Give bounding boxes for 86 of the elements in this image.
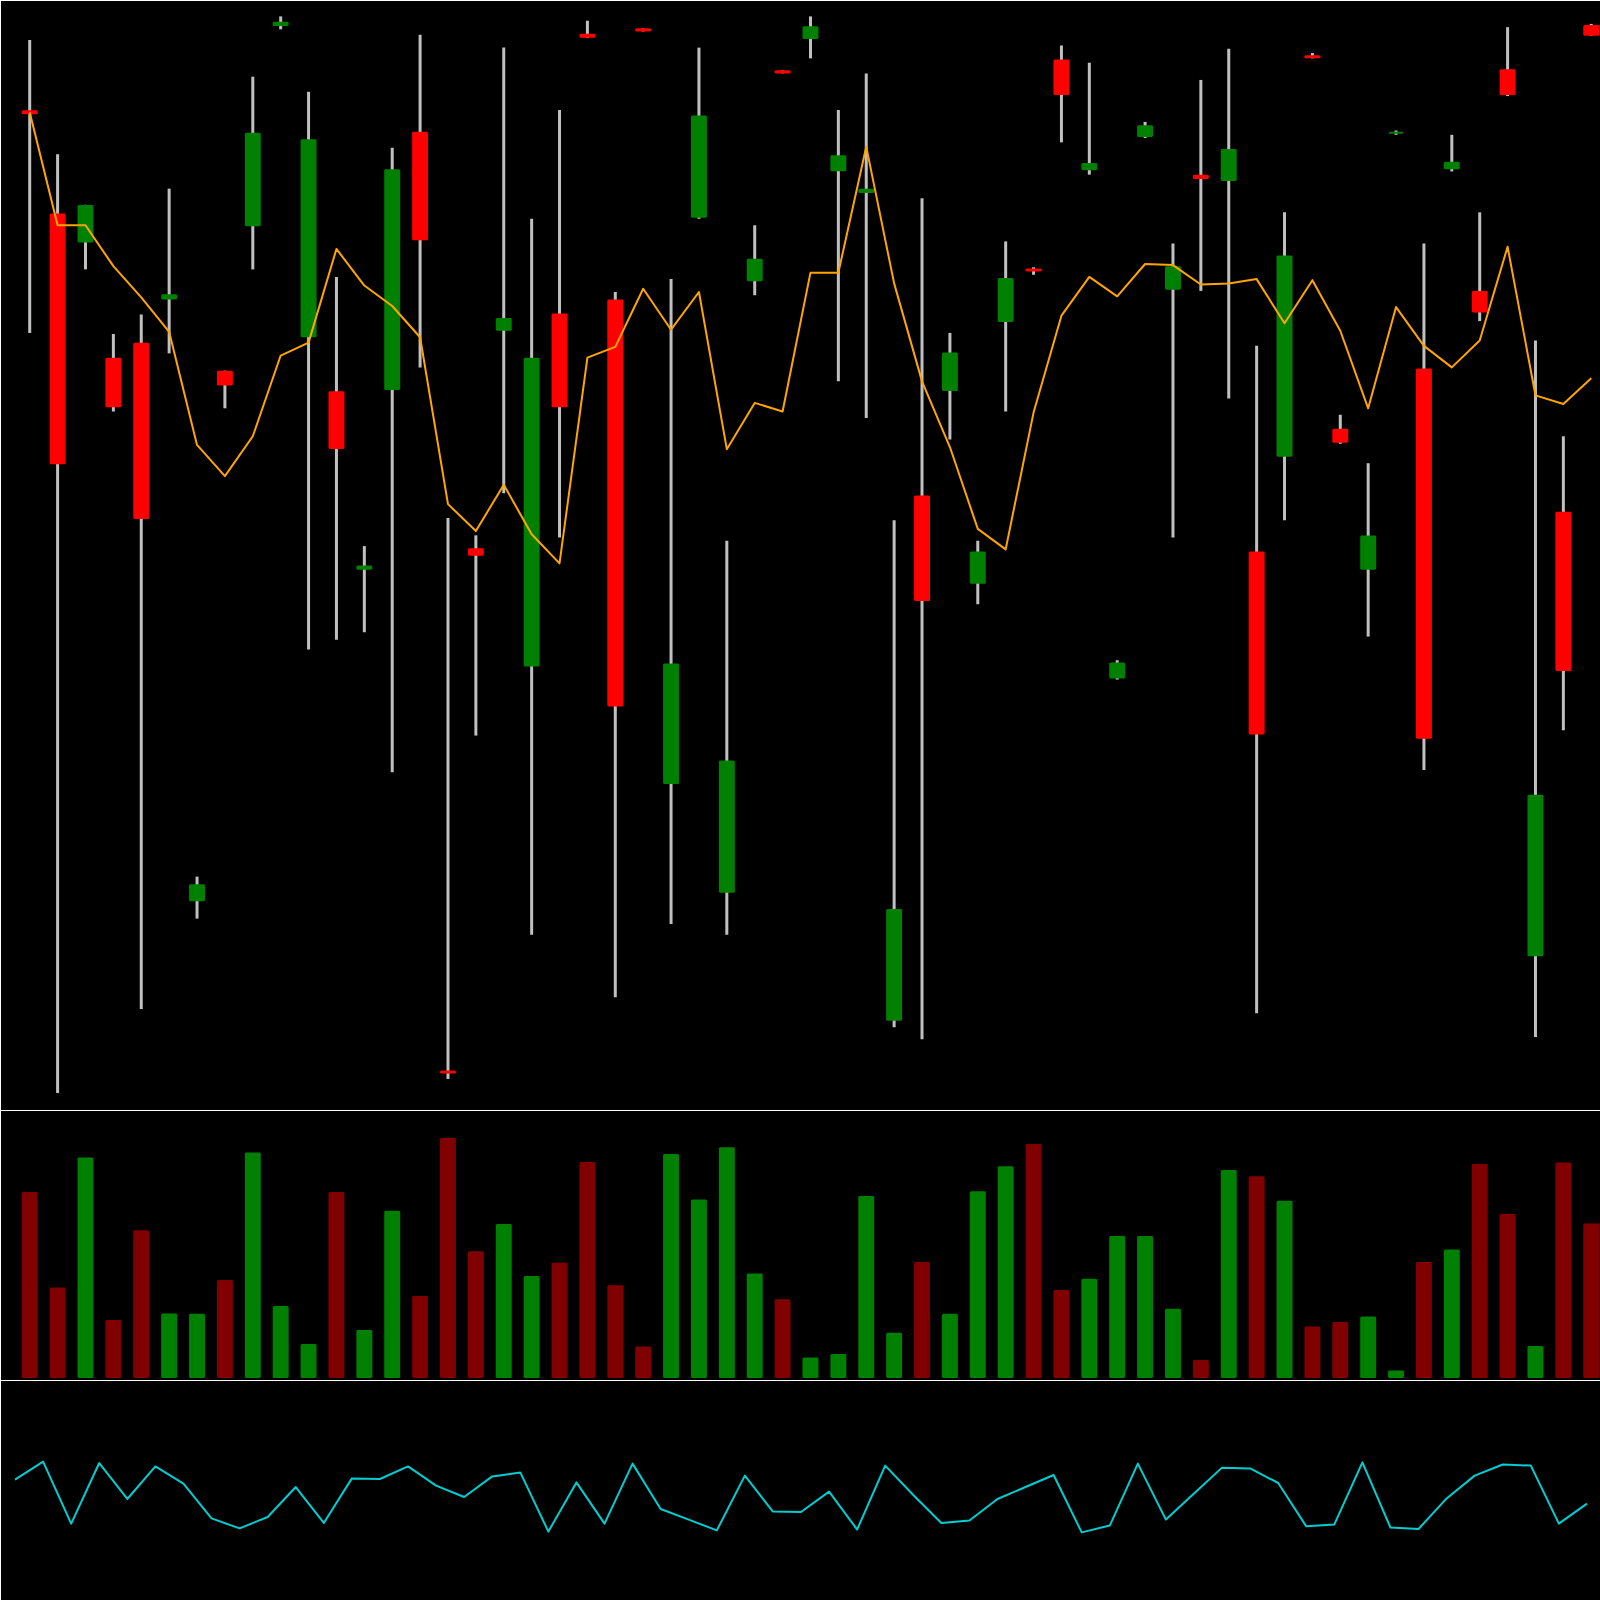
bar [1137, 1236, 1154, 1378]
bar [774, 1299, 791, 1378]
bar [1527, 1345, 1544, 1378]
bar [914, 1262, 930, 1378]
candlestick [105, 332, 122, 414]
bar [830, 1354, 847, 1378]
bar [412, 1296, 429, 1378]
bar [189, 1313, 205, 1378]
candlestick [997, 239, 1014, 414]
bar [1583, 1223, 1600, 1378]
bar [21, 1192, 38, 1378]
bar [607, 1285, 624, 1378]
bar [858, 1196, 875, 1378]
bar [969, 1191, 986, 1378]
candlestick [969, 539, 986, 606]
bar [1304, 1326, 1321, 1378]
candlestick [495, 46, 512, 495]
bar [440, 1138, 456, 1378]
bar [523, 1276, 540, 1378]
bar [663, 1154, 680, 1378]
candlestick [1360, 461, 1377, 639]
candlestick [189, 875, 205, 921]
bar [216, 1280, 233, 1378]
bar [690, 1199, 707, 1378]
bar [886, 1332, 903, 1378]
candlestick [356, 544, 373, 634]
bar [1248, 1176, 1265, 1378]
candlestick [1471, 210, 1488, 323]
bar [161, 1313, 178, 1378]
bar [495, 1223, 512, 1378]
bar [77, 1157, 94, 1378]
candlestick [1109, 658, 1126, 682]
bar [1276, 1200, 1293, 1378]
bar [244, 1152, 261, 1378]
bar [1415, 1262, 1432, 1378]
bar [1053, 1290, 1070, 1378]
bar [356, 1330, 373, 1378]
bar [1360, 1316, 1377, 1378]
bar [941, 1313, 958, 1378]
bar [328, 1192, 345, 1378]
bar [1555, 1162, 1572, 1378]
candlestick [216, 369, 233, 410]
candlestick [1165, 242, 1181, 539]
bar [802, 1357, 819, 1378]
bar [718, 1147, 735, 1378]
bar [579, 1162, 596, 1378]
bar [997, 1166, 1014, 1378]
candlestick [21, 38, 38, 335]
bar [746, 1273, 763, 1378]
bar [1220, 1169, 1237, 1378]
bar [133, 1230, 150, 1378]
bar [551, 1262, 568, 1378]
bar [467, 1251, 484, 1378]
bar [105, 1320, 122, 1378]
bar [272, 1306, 289, 1378]
candlestick [1053, 43, 1070, 144]
bar [1388, 1370, 1405, 1378]
bar [1443, 1249, 1460, 1378]
bar [384, 1210, 401, 1378]
candlestick [1220, 47, 1237, 401]
bar [1192, 1360, 1209, 1378]
candlestick [49, 152, 66, 1095]
candlestick [914, 196, 930, 1041]
bar [1025, 1144, 1042, 1378]
candlestick [941, 331, 958, 442]
candlestick [1499, 25, 1516, 98]
candlestick [802, 14, 819, 60]
candlestick [440, 516, 456, 1081]
candlestick [1332, 413, 1349, 446]
candlestick [1081, 61, 1098, 177]
bar [1471, 1164, 1488, 1378]
bar [1499, 1213, 1516, 1378]
bar [49, 1287, 66, 1378]
bar [1165, 1308, 1181, 1378]
candlestick [467, 533, 484, 738]
bar [1109, 1236, 1126, 1378]
bar [635, 1346, 652, 1378]
candlestick [830, 108, 847, 383]
bar [1081, 1278, 1098, 1378]
bar [1332, 1321, 1349, 1378]
candlestick [161, 187, 178, 355]
candlestick [858, 71, 875, 420]
candlestick [746, 223, 763, 297]
candlestick [1192, 78, 1209, 293]
candlestick [1443, 133, 1460, 173]
bar [300, 1344, 317, 1378]
